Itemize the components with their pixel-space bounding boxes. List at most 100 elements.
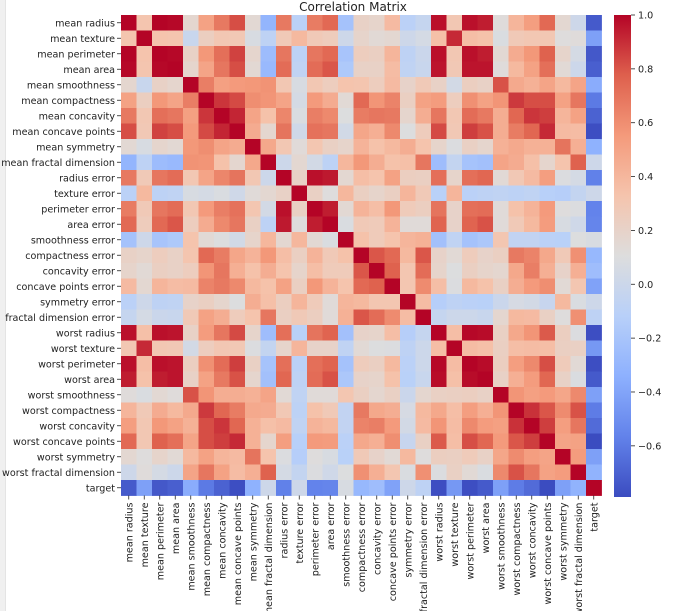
heatmap-cell bbox=[307, 278, 323, 295]
heatmap-cell bbox=[291, 216, 308, 233]
heatmap-cell bbox=[384, 216, 401, 233]
heatmap-cell bbox=[462, 387, 478, 403]
heatmap-cell bbox=[555, 371, 571, 388]
heatmap-cell bbox=[369, 108, 385, 124]
heatmap-cell bbox=[431, 356, 447, 372]
heatmap-cell bbox=[524, 309, 540, 326]
heatmap-cell bbox=[586, 154, 602, 171]
heatmap-cell bbox=[586, 185, 602, 202]
heatmap-cell bbox=[198, 480, 215, 496]
heatmap-cell bbox=[446, 309, 463, 326]
heatmap-cell bbox=[539, 15, 556, 31]
heatmap-cell bbox=[524, 139, 540, 155]
heatmap-cell bbox=[229, 402, 246, 419]
heatmap-cell bbox=[322, 278, 339, 295]
heatmap-cell bbox=[260, 170, 277, 186]
y-tick-label: worst radius bbox=[56, 328, 115, 339]
heatmap-cell bbox=[276, 232, 292, 248]
heatmap-cell bbox=[229, 371, 246, 388]
heatmap-cell bbox=[446, 325, 463, 341]
heatmap-cell bbox=[508, 449, 525, 465]
heatmap-cell bbox=[353, 108, 370, 124]
heatmap-cell bbox=[198, 449, 215, 465]
heatmap-cell bbox=[586, 325, 602, 341]
heatmap-cell bbox=[353, 278, 370, 295]
heatmap-cell bbox=[152, 46, 168, 62]
heatmap-cell bbox=[431, 418, 447, 434]
heatmap-cell bbox=[369, 325, 385, 341]
heatmap-cell bbox=[384, 278, 401, 295]
heatmap-cell bbox=[183, 402, 199, 419]
heatmap-cell bbox=[198, 309, 215, 326]
heatmap-cell bbox=[198, 433, 215, 450]
heatmap-cell bbox=[508, 46, 525, 62]
heatmap-cell bbox=[183, 340, 199, 357]
heatmap-cell bbox=[214, 216, 230, 233]
heatmap-cell bbox=[369, 61, 385, 78]
heatmap-cell bbox=[214, 449, 230, 465]
heatmap-cell bbox=[539, 294, 556, 310]
heatmap-cell bbox=[322, 232, 339, 248]
heatmap-cell bbox=[431, 123, 447, 140]
heatmap-cell bbox=[307, 449, 323, 465]
heatmap-cell bbox=[431, 139, 447, 155]
heatmap-cell bbox=[524, 232, 540, 248]
heatmap-cell bbox=[431, 154, 447, 171]
heatmap-cell bbox=[524, 278, 540, 295]
heatmap-cell bbox=[400, 30, 416, 47]
heatmap-cell bbox=[415, 278, 432, 295]
heatmap-cell bbox=[508, 340, 525, 357]
heatmap-cell bbox=[524, 263, 540, 279]
heatmap-cell bbox=[555, 294, 571, 310]
heatmap-cell bbox=[524, 402, 540, 419]
heatmap-cell bbox=[183, 464, 199, 481]
heatmap-cell bbox=[167, 92, 184, 109]
heatmap-cell bbox=[260, 418, 277, 434]
x-tick-label: worst concave points bbox=[543, 503, 554, 605]
heatmap-cell bbox=[214, 433, 230, 450]
heatmap-cell bbox=[508, 30, 525, 47]
heatmap-cell bbox=[338, 325, 354, 341]
heatmap-cell bbox=[539, 325, 556, 341]
heatmap-cell bbox=[198, 92, 215, 109]
heatmap-cell bbox=[477, 77, 494, 93]
heatmap-cell bbox=[508, 108, 525, 124]
heatmap-cell bbox=[338, 464, 354, 481]
heatmap-cell bbox=[493, 92, 509, 109]
heatmap-cell bbox=[539, 356, 556, 372]
y-tick-label: mean concavity bbox=[39, 111, 116, 122]
heatmap-cell bbox=[214, 123, 230, 140]
heatmap-cell bbox=[493, 30, 509, 47]
heatmap-cell bbox=[152, 294, 168, 310]
heatmap-cell bbox=[446, 154, 463, 171]
heatmap-cell bbox=[136, 433, 153, 450]
heatmap-cell bbox=[152, 15, 168, 31]
heatmap-cell bbox=[415, 46, 432, 62]
heatmap-cell bbox=[508, 464, 525, 481]
heatmap-cell bbox=[369, 15, 385, 31]
heatmap-cell bbox=[555, 325, 571, 341]
heatmap-cell bbox=[462, 154, 478, 171]
heatmap-cell bbox=[431, 201, 447, 217]
heatmap-cell bbox=[276, 340, 292, 357]
heatmap-cell bbox=[586, 170, 602, 186]
heatmap-cell bbox=[446, 464, 463, 481]
x-tick-label: fractal dimension error bbox=[419, 502, 430, 611]
heatmap-cell bbox=[167, 464, 184, 481]
heatmap-cell bbox=[570, 15, 587, 31]
heatmap-cell bbox=[415, 154, 432, 171]
heatmap-cell bbox=[477, 15, 494, 31]
heatmap-cell bbox=[570, 340, 587, 357]
colorbar-tick-label: −0.4 bbox=[638, 387, 661, 398]
heatmap-cell bbox=[121, 294, 137, 310]
heatmap-cell bbox=[400, 449, 416, 465]
heatmap-cell bbox=[400, 201, 416, 217]
heatmap-cell bbox=[276, 247, 292, 264]
heatmap-cell bbox=[555, 201, 571, 217]
heatmap-cell bbox=[152, 30, 168, 47]
heatmap-cell bbox=[121, 418, 137, 434]
heatmap-cell bbox=[570, 278, 587, 295]
heatmap-cell bbox=[198, 61, 215, 78]
heatmap-cell bbox=[555, 139, 571, 155]
heatmap-cell bbox=[353, 154, 370, 171]
